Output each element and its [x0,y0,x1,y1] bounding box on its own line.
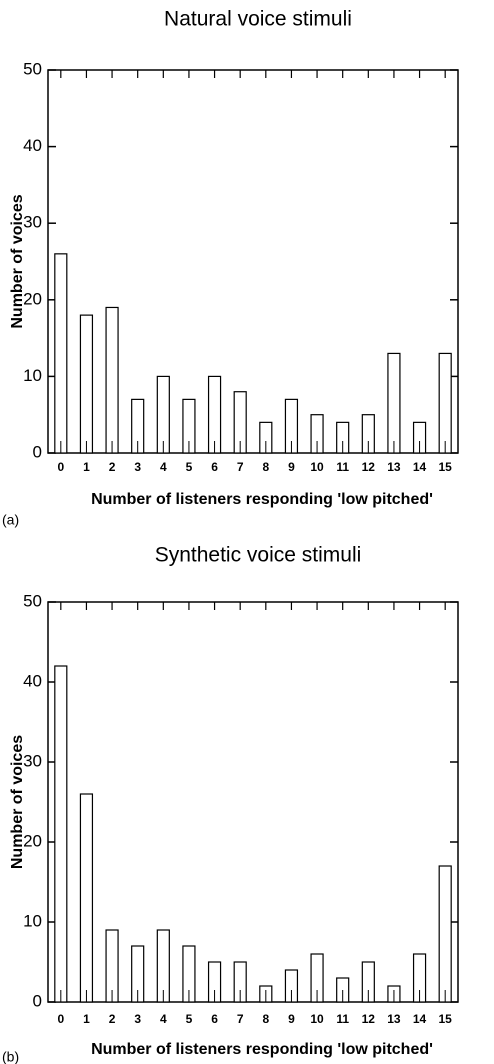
plot-frame [47,69,459,454]
plot-frame [47,601,459,1003]
x-tick-label: 0 [57,1012,64,1026]
y-tick-label: 50 [23,591,42,610]
x-tick-label: 10 [310,460,324,474]
y-axis-label: Number of voices [9,194,26,328]
x-tick-label: 3 [134,460,141,474]
x-tick-label: 1 [83,1012,90,1026]
panel-label: (a) [2,512,19,528]
x-tick-label: 11 [336,1012,349,1026]
x-tick-label: 9 [288,460,295,474]
x-tick-label: 1 [83,460,90,474]
x-tick-label: 6 [211,1012,218,1026]
x-tick-label: 13 [387,460,401,474]
bar [438,352,452,454]
x-tick-label: 7 [237,460,244,474]
x-tick-label: 2 [109,1012,116,1026]
y-tick-label: 0 [33,442,42,461]
x-tick-label: 5 [186,1012,193,1026]
x-tick-label: 0 [57,460,64,474]
y-tick-label: 40 [23,671,42,690]
x-tick-label: 3 [134,1012,141,1026]
x-tick-label: 8 [262,460,269,474]
x-tick-label: 6 [211,460,218,474]
bar [438,865,452,1003]
y-tick-label: 30 [23,213,42,232]
bar [105,306,119,454]
x-tick-label: 5 [186,460,193,474]
x-tick-label: 4 [160,1012,167,1026]
y-tick-label: 10 [23,911,42,930]
y-tick-label: 10 [23,366,42,385]
x-axis-label: Number of listeners responding 'low pitc… [91,491,433,508]
x-tick-label: 13 [387,1012,401,1026]
chart-title: Natural voice stimuli [164,8,352,31]
x-tick-label: 15 [439,1012,453,1026]
y-tick-label: 20 [23,289,42,308]
y-tick-label: 40 [23,136,42,155]
x-tick-label: 15 [439,460,453,474]
x-tick-label: 14 [413,460,427,474]
x-tick-label: 12 [362,460,376,474]
bar [54,665,68,1003]
y-tick-label: 30 [23,751,42,770]
x-tick-label: 7 [237,1012,244,1026]
x-tick-label: 11 [336,460,349,474]
y-tick-label: 50 [23,59,42,78]
x-tick-label: 14 [413,1012,427,1026]
y-tick-label: 20 [23,831,42,850]
x-tick-label: 10 [310,1012,324,1026]
x-tick-label: 2 [109,460,116,474]
bar [79,314,94,454]
chart-title: Synthetic voice stimuli [155,544,362,567]
panel-label: (b) [2,1049,19,1064]
y-tick-label: 0 [33,991,42,1010]
x-axis-label: Number of listeners responding 'low pitc… [91,1041,433,1058]
x-tick-label: 12 [362,1012,376,1026]
bar [54,253,68,454]
bar [387,352,401,454]
x-tick-label: 9 [288,1012,295,1026]
x-tick-label: 8 [262,1012,269,1026]
bar [79,793,94,1003]
y-axis-label: Number of voices [9,735,26,869]
x-tick-label: 4 [160,460,167,474]
